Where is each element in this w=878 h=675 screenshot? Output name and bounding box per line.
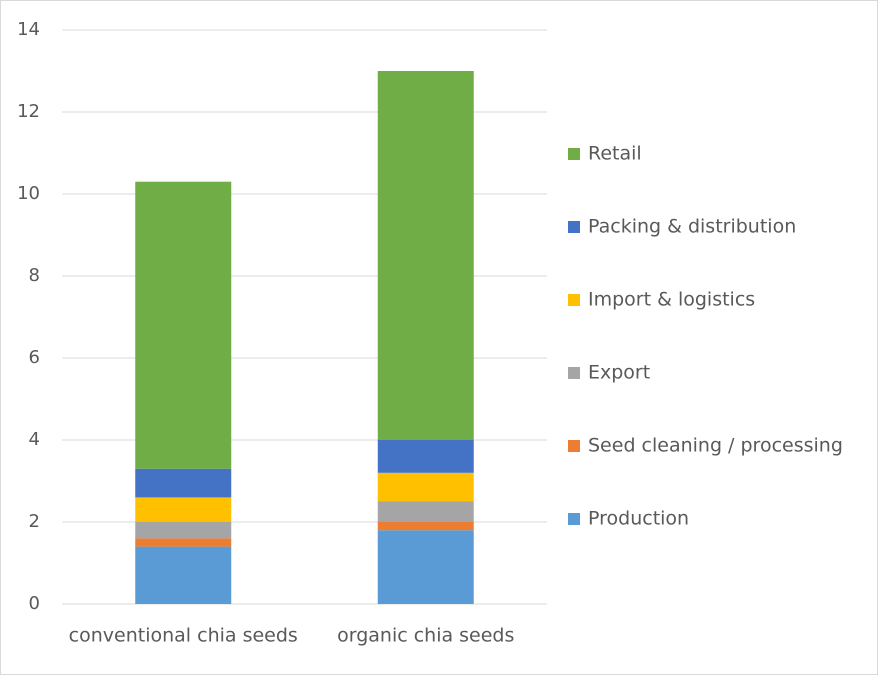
x-tick-label: conventional chia seeds bbox=[69, 625, 298, 647]
legend-swatch bbox=[568, 513, 580, 525]
y-tick-label: 2 bbox=[29, 511, 40, 532]
legend-swatch bbox=[568, 367, 580, 379]
legend-label: Retail bbox=[588, 143, 642, 165]
bar-segment bbox=[135, 497, 232, 522]
bar-segment bbox=[377, 522, 474, 531]
y-tick-label: 0 bbox=[29, 593, 40, 614]
bar-segment bbox=[377, 530, 474, 604]
y-tick-label: 4 bbox=[29, 429, 40, 450]
bar-segment bbox=[135, 546, 232, 604]
y-tick-label: 14 bbox=[17, 19, 40, 40]
legend-swatch bbox=[568, 294, 580, 306]
legend-label: Production bbox=[588, 508, 689, 530]
legend-label: Packing & distribution bbox=[588, 216, 796, 238]
legend-swatch bbox=[568, 440, 580, 452]
legend-label: Export bbox=[588, 362, 650, 384]
bar-segment bbox=[135, 522, 232, 539]
legend-swatch bbox=[568, 148, 580, 160]
bar-segment bbox=[377, 71, 474, 440]
bar-segment bbox=[135, 468, 232, 498]
bar-segment bbox=[377, 440, 474, 473]
legend-label: Seed cleaning / processing bbox=[588, 435, 843, 457]
y-tick-label: 6 bbox=[29, 347, 40, 368]
legend-label: Import & logistics bbox=[588, 289, 755, 311]
bar-segment bbox=[377, 472, 474, 502]
legend-swatch bbox=[568, 221, 580, 233]
bar-segment bbox=[135, 538, 232, 547]
x-tick-label: organic chia seeds bbox=[337, 625, 514, 647]
y-tick-label: 10 bbox=[17, 183, 40, 204]
y-tick-label: 8 bbox=[29, 265, 40, 286]
y-tick-label: 12 bbox=[17, 101, 40, 122]
bar-segment bbox=[135, 181, 232, 469]
bar-segment bbox=[377, 501, 474, 522]
